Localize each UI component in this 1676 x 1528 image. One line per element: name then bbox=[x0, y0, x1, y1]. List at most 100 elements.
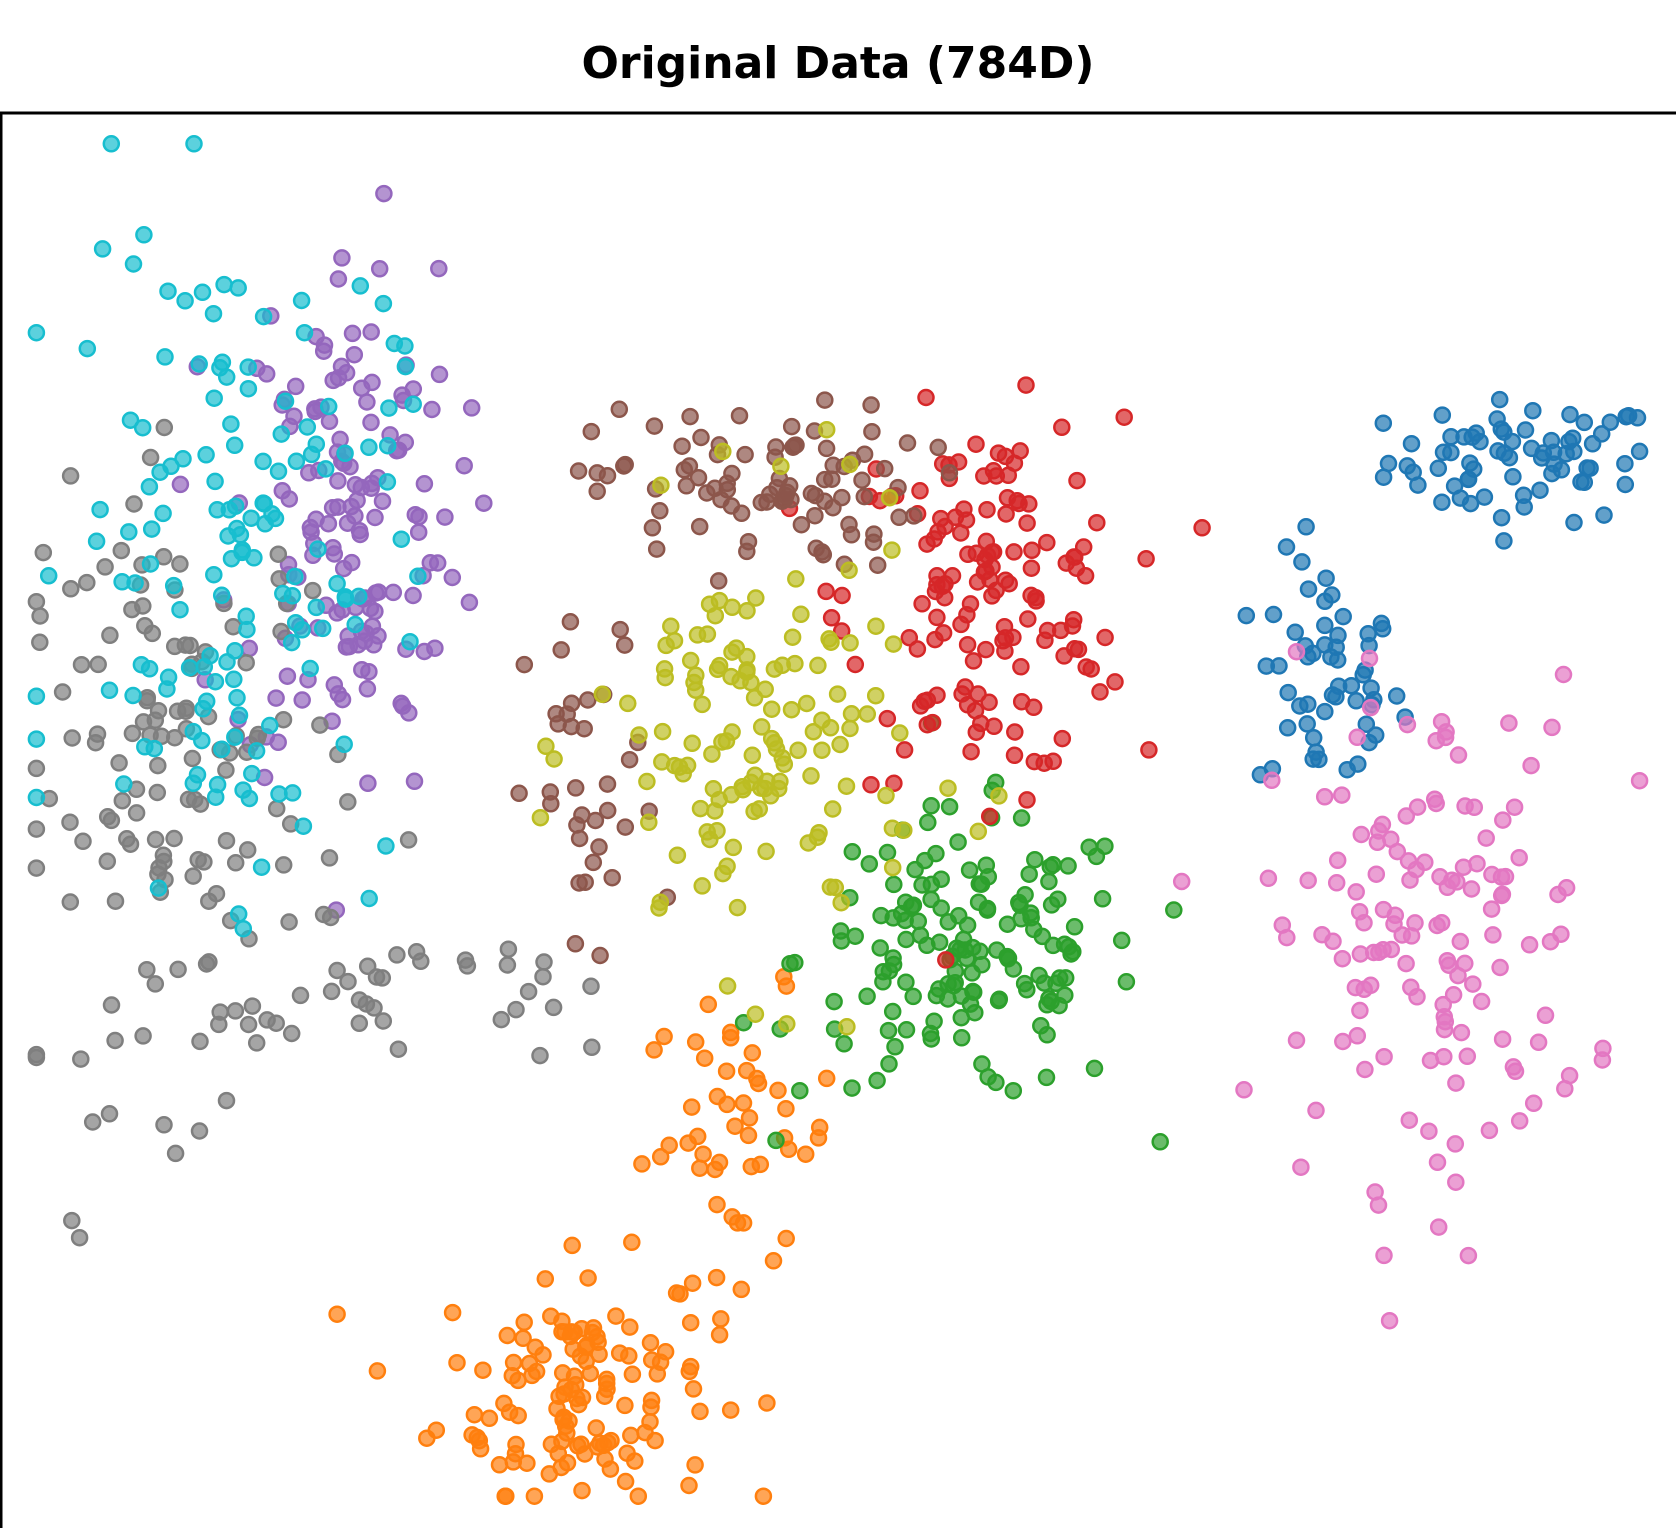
scatter-point bbox=[1324, 932, 1342, 951]
scatter-point bbox=[952, 1029, 971, 1047]
scatter-point bbox=[961, 995, 980, 1013]
scatter-point bbox=[675, 461, 694, 479]
scatter-point bbox=[936, 517, 954, 536]
scatter-point bbox=[544, 998, 563, 1017]
scatter-point bbox=[855, 445, 874, 463]
scatter-point bbox=[1329, 626, 1347, 645]
scatter-point bbox=[184, 867, 202, 885]
scatter-point bbox=[225, 436, 244, 455]
scatter-point bbox=[329, 270, 348, 288]
scatter-point bbox=[885, 774, 903, 793]
scatter-point bbox=[282, 633, 301, 652]
scatter-point bbox=[1583, 435, 1602, 453]
scatter-point bbox=[360, 889, 378, 908]
scatter-point bbox=[757, 842, 775, 861]
scatter-point bbox=[148, 783, 167, 802]
scatter-point bbox=[205, 389, 223, 407]
scatter-point bbox=[31, 633, 49, 652]
scatter-point bbox=[78, 573, 96, 592]
scatter-point bbox=[427, 1421, 446, 1439]
scatter-point bbox=[895, 821, 913, 839]
scatter-point bbox=[239, 358, 257, 376]
scatter-point bbox=[141, 448, 160, 467]
scatter-point bbox=[243, 764, 261, 783]
scatter-point bbox=[1554, 665, 1573, 684]
scatter-point bbox=[603, 868, 621, 887]
scatter-point bbox=[814, 545, 833, 564]
scatter-point bbox=[983, 543, 1001, 562]
scatter-point bbox=[752, 718, 771, 736]
scatter-point bbox=[217, 831, 236, 850]
scatter-point bbox=[135, 226, 153, 244]
scatter-point bbox=[1536, 1006, 1555, 1025]
scatter-point bbox=[1449, 746, 1468, 764]
scatter-point bbox=[169, 960, 187, 979]
scatter-point bbox=[817, 420, 836, 439]
scatter-point bbox=[970, 875, 989, 893]
scatter-point bbox=[61, 467, 80, 485]
scatter-point bbox=[572, 1319, 591, 1338]
scatter-point bbox=[430, 365, 449, 384]
scatter-point bbox=[374, 1012, 393, 1030]
scatter-point bbox=[401, 632, 419, 651]
scatter-point bbox=[415, 475, 434, 493]
scatter-point bbox=[393, 697, 412, 715]
scatter-point bbox=[1042, 896, 1061, 914]
scatter-point bbox=[935, 588, 954, 607]
scatter-point bbox=[764, 1252, 783, 1270]
scatter-point bbox=[1482, 900, 1501, 918]
scatter-point bbox=[1459, 470, 1478, 488]
scatter-point bbox=[862, 396, 880, 414]
scatter-point bbox=[1524, 1094, 1543, 1113]
scatter-point bbox=[1522, 756, 1540, 775]
scatter-point bbox=[301, 518, 320, 537]
scatter-point bbox=[146, 830, 165, 849]
scatter-point bbox=[796, 1145, 815, 1163]
scatter-point bbox=[810, 823, 828, 842]
scatter-point bbox=[142, 520, 161, 538]
scatter-point bbox=[1446, 1135, 1465, 1153]
scatter-point bbox=[1333, 949, 1352, 968]
scatter-point bbox=[732, 504, 751, 523]
scatter-point bbox=[407, 943, 426, 961]
scatter-point bbox=[988, 941, 1006, 959]
scatter-point bbox=[782, 417, 801, 436]
scatter-point bbox=[1452, 1023, 1471, 1042]
scatter-point bbox=[840, 561, 858, 580]
scatter-point bbox=[53, 683, 72, 701]
scatter-point bbox=[179, 790, 198, 809]
scatter-point bbox=[724, 838, 743, 857]
scatter-point bbox=[1033, 927, 1052, 946]
scatter-point bbox=[1287, 1031, 1306, 1050]
scatter-point bbox=[588, 464, 606, 482]
scatter-point bbox=[205, 565, 223, 584]
scatter-point bbox=[747, 589, 765, 607]
scatter-point bbox=[222, 415, 240, 433]
scatter-point bbox=[569, 462, 588, 480]
scatter-point bbox=[197, 446, 215, 464]
scatter-point bbox=[990, 787, 1008, 805]
scatter-point bbox=[307, 598, 326, 617]
scatter-point bbox=[1361, 976, 1380, 995]
scatter-point bbox=[1552, 461, 1571, 479]
scatter-point bbox=[27, 323, 46, 342]
scatter-point bbox=[1459, 1246, 1478, 1265]
scatter-point bbox=[1434, 443, 1453, 462]
scatter-point bbox=[519, 982, 538, 1001]
scatter-point bbox=[100, 681, 119, 700]
scatter-point bbox=[655, 1027, 673, 1046]
scatter-point bbox=[343, 324, 362, 343]
scatter-point bbox=[1091, 683, 1109, 701]
scatter-point bbox=[31, 607, 49, 625]
scatter-point bbox=[436, 508, 454, 526]
scatter-point bbox=[679, 1134, 697, 1152]
scatter-point bbox=[1017, 376, 1035, 394]
scatter-point bbox=[1027, 588, 1045, 607]
scatter-point bbox=[995, 617, 1014, 636]
scatter-point bbox=[1531, 481, 1549, 499]
scatter-point bbox=[1117, 973, 1136, 991]
scatter-point bbox=[806, 506, 824, 525]
scatter-point bbox=[979, 1068, 997, 1086]
scatter-point bbox=[789, 741, 807, 760]
scatter-point bbox=[1616, 475, 1635, 494]
